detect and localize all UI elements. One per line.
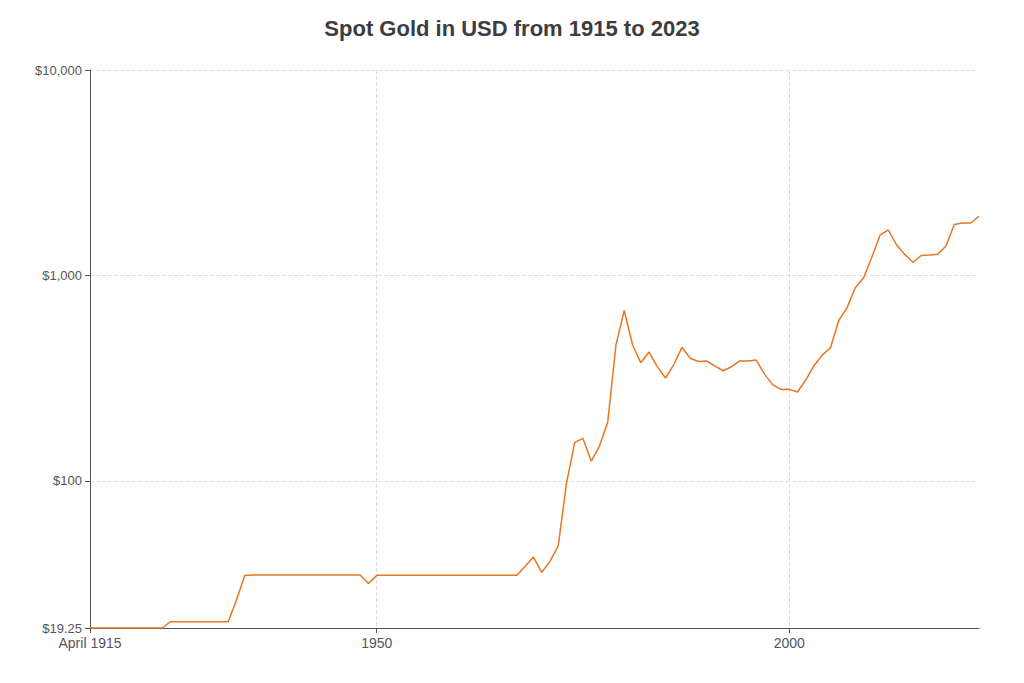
svg-text:$10,000: $10,000 xyxy=(35,63,82,78)
svg-text:Spot Gold in USD from 1915 to: Spot Gold in USD from 1915 to 2023 xyxy=(324,16,699,41)
svg-text:2000: 2000 xyxy=(774,635,805,651)
svg-text:$1,000: $1,000 xyxy=(42,268,82,283)
svg-text:1950: 1950 xyxy=(361,635,392,651)
svg-text:$100: $100 xyxy=(53,473,82,488)
svg-text:$19.25: $19.25 xyxy=(42,621,82,636)
svg-text:April 1915: April 1915 xyxy=(58,635,121,651)
